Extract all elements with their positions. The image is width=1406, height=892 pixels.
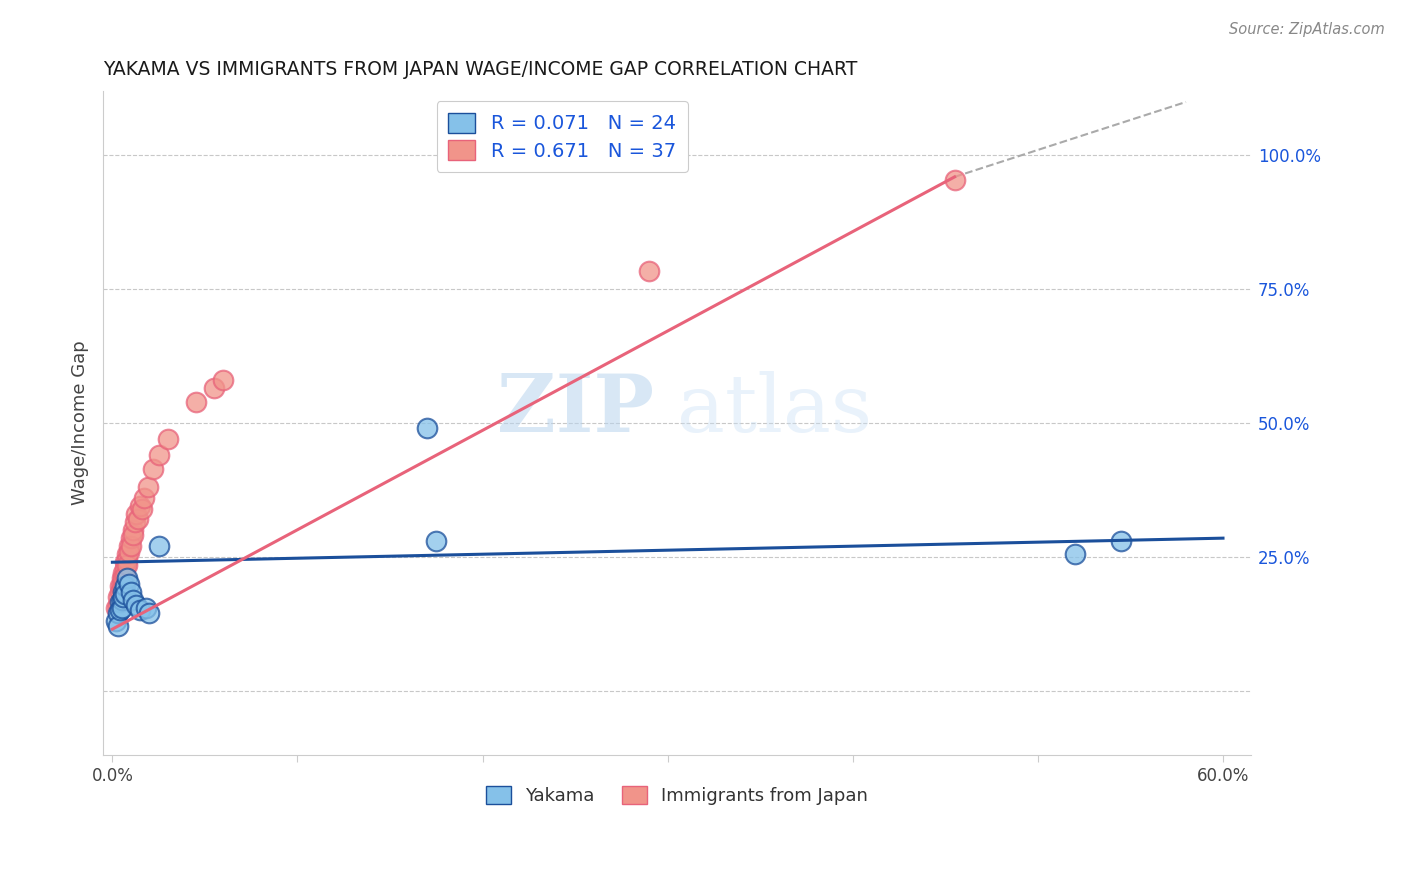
Point — [138, 606, 160, 620]
Point — [121, 592, 143, 607]
Text: ZIP: ZIP — [496, 371, 654, 449]
Point — [638, 263, 661, 277]
Point — [112, 571, 135, 585]
Point — [120, 539, 142, 553]
Point — [120, 531, 142, 545]
Point — [118, 544, 141, 558]
Text: YAKAMA VS IMMIGRANTS FROM JAPAN WAGE/INCOME GAP CORRELATION CHART: YAKAMA VS IMMIGRANTS FROM JAPAN WAGE/INC… — [103, 60, 858, 78]
Point — [129, 499, 152, 513]
Point — [132, 491, 155, 505]
Point — [1064, 547, 1087, 561]
Point — [121, 528, 143, 542]
Point — [112, 584, 135, 599]
Point — [112, 566, 135, 580]
Point — [120, 584, 142, 599]
Point — [111, 571, 134, 585]
Point — [184, 394, 207, 409]
Point — [135, 600, 157, 615]
Y-axis label: Wage/Income Gap: Wage/Income Gap — [72, 341, 89, 506]
Point — [115, 547, 138, 561]
Point — [115, 552, 138, 566]
Point — [114, 560, 136, 574]
Point — [108, 595, 131, 609]
Point — [118, 539, 141, 553]
Point — [425, 533, 447, 548]
Point — [115, 558, 138, 572]
Point — [114, 555, 136, 569]
Point — [115, 571, 138, 585]
Point — [118, 576, 141, 591]
Point — [148, 448, 170, 462]
Point — [108, 579, 131, 593]
Point — [114, 568, 136, 582]
Point — [111, 582, 134, 596]
Point — [124, 515, 146, 529]
Point — [114, 587, 136, 601]
Point — [108, 584, 131, 599]
Point — [111, 600, 134, 615]
Point — [125, 598, 148, 612]
Point — [129, 603, 152, 617]
Point — [107, 598, 129, 612]
Point — [105, 600, 128, 615]
Point — [111, 592, 134, 607]
Point — [416, 421, 439, 435]
Point — [112, 590, 135, 604]
Point — [202, 381, 225, 395]
Point — [107, 590, 129, 604]
Point — [156, 432, 179, 446]
Point — [943, 172, 966, 186]
Legend: Yakama, Immigrants from Japan: Yakama, Immigrants from Japan — [478, 779, 876, 813]
Point — [114, 579, 136, 593]
Text: Source: ZipAtlas.com: Source: ZipAtlas.com — [1229, 22, 1385, 37]
Point — [111, 576, 134, 591]
Point — [121, 523, 143, 537]
Point — [127, 512, 149, 526]
Point — [1109, 533, 1132, 548]
Point — [107, 619, 129, 633]
Point — [142, 461, 165, 475]
Point — [105, 614, 128, 628]
Point — [107, 606, 129, 620]
Point — [125, 507, 148, 521]
Point — [108, 603, 131, 617]
Point — [148, 539, 170, 553]
Point — [212, 373, 235, 387]
Point — [131, 501, 153, 516]
Text: atlas: atlas — [676, 371, 872, 449]
Point — [136, 480, 159, 494]
